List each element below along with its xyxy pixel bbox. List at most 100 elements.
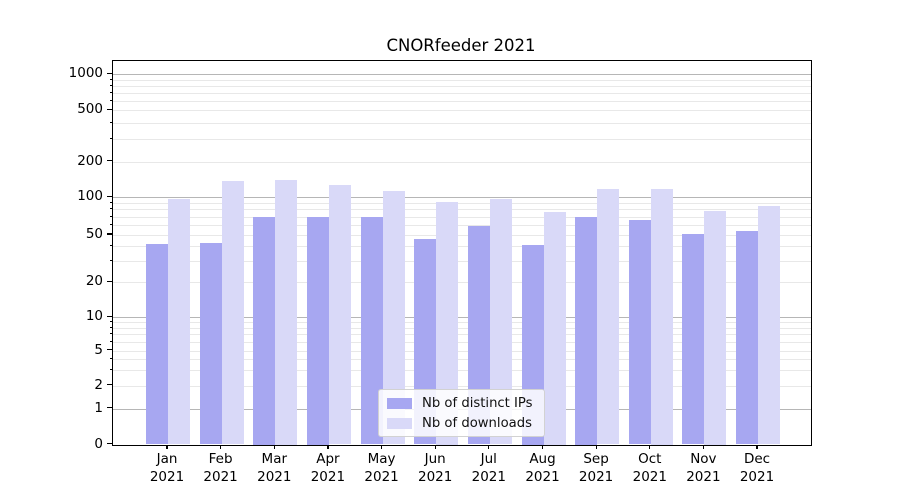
y-tick-mark bbox=[107, 233, 112, 235]
y-minor-tick-mark bbox=[109, 121, 112, 123]
y-tick-label: 5 bbox=[94, 341, 103, 358]
y-tick-label: 100 bbox=[77, 188, 103, 204]
bar-distinct-ips-nov bbox=[682, 233, 705, 445]
x-tick-label: Nov 2021 bbox=[686, 451, 721, 485]
y-tick-label: 2 bbox=[94, 376, 103, 393]
bar-distinct-ips-oct bbox=[628, 219, 651, 445]
bar-distinct-ips-dec bbox=[736, 230, 758, 445]
gridline-minor bbox=[113, 85, 811, 87]
x-tick-label: Aug 2021 bbox=[525, 451, 560, 485]
y-tick-label: 20 bbox=[85, 273, 103, 289]
plot-area bbox=[112, 60, 812, 446]
gridline-minor bbox=[113, 341, 811, 343]
x-tick-label: Apr 2021 bbox=[310, 451, 346, 485]
bar-downloads-jul bbox=[489, 199, 512, 445]
legend-swatch-distinct-ips bbox=[387, 397, 412, 409]
x-tick-label: May 2021 bbox=[364, 451, 399, 485]
gridline-minor bbox=[113, 122, 811, 124]
bar-distinct-ips-sep bbox=[575, 216, 598, 445]
gridline-minor bbox=[113, 261, 811, 263]
gridline-minor bbox=[113, 246, 811, 248]
gridline-minor bbox=[113, 110, 811, 112]
gridline-minor bbox=[113, 216, 811, 218]
y-tick-mark bbox=[107, 407, 112, 409]
gridline-minor bbox=[113, 224, 811, 226]
y-minor-tick-mark bbox=[109, 208, 112, 210]
y-minor-tick-mark bbox=[109, 358, 112, 359]
y-minor-tick-mark bbox=[109, 138, 112, 139]
gridline-minor bbox=[113, 385, 811, 387]
x-tick-label: Sep 2021 bbox=[578, 451, 614, 485]
bar-downloads-feb bbox=[221, 181, 244, 445]
bar-distinct-ips-may bbox=[360, 217, 383, 445]
x-tick-label: Jan 2021 bbox=[149, 451, 185, 485]
gridline-minor bbox=[113, 370, 811, 371]
gridline-minor bbox=[113, 209, 811, 211]
gridline-minor bbox=[113, 100, 811, 102]
legend: Nb of distinct IPs Nb of downloads bbox=[378, 389, 545, 437]
chart-title: CNORfeeder 2021 bbox=[386, 36, 536, 55]
bar-downloads-apr bbox=[328, 185, 351, 445]
y-minor-tick-mark bbox=[109, 260, 112, 262]
y-tick-mark bbox=[107, 315, 112, 317]
y-minor-tick-mark bbox=[109, 99, 112, 101]
gridline-minor bbox=[113, 282, 811, 283]
y-axis: 0 1 2 5 10 20 50 100 200 500 1000 bbox=[0, 0, 103, 500]
legend-row: Nb of downloads bbox=[379, 416, 544, 431]
gridline-minor bbox=[113, 327, 811, 329]
gridline-minor bbox=[113, 139, 811, 140]
x-tick-label: Jul 2021 bbox=[471, 451, 506, 485]
gridline-minor bbox=[113, 234, 811, 236]
bar-downloads-mar bbox=[275, 179, 298, 445]
bar-downloads-nov bbox=[704, 210, 727, 445]
y-tick-mark bbox=[107, 384, 112, 386]
legend-swatch-downloads bbox=[387, 417, 412, 429]
y-minor-tick-mark bbox=[109, 84, 112, 86]
bar-downloads-aug bbox=[543, 212, 566, 445]
y-tick-mark bbox=[107, 280, 112, 282]
y-minor-tick-mark bbox=[109, 215, 112, 217]
y-tick-mark bbox=[107, 195, 112, 197]
y-tick-mark bbox=[107, 160, 112, 162]
y-tick-label: 10 bbox=[85, 308, 103, 324]
x-tick-label: Feb 2021 bbox=[203, 451, 238, 485]
y-minor-tick-mark bbox=[109, 223, 112, 225]
bar-distinct-ips-mar bbox=[253, 216, 276, 445]
y-tick-label: 500 bbox=[77, 101, 103, 118]
gridline-minor bbox=[113, 202, 811, 204]
x-tick-label: Mar 2021 bbox=[257, 451, 292, 485]
x-tick-label: Dec 2021 bbox=[739, 451, 775, 485]
y-tick-label: 0 bbox=[94, 435, 103, 452]
y-minor-tick-mark bbox=[109, 321, 112, 323]
x-tick-label: Oct 2021 bbox=[632, 451, 667, 485]
y-minor-tick-mark bbox=[109, 369, 112, 370]
bar-downloads-oct bbox=[650, 189, 673, 445]
y-minor-tick-mark bbox=[109, 91, 112, 93]
y-minor-tick-mark bbox=[109, 78, 112, 80]
y-tick-mark bbox=[107, 349, 112, 351]
gridline-minor bbox=[113, 161, 811, 163]
y-minor-tick-mark bbox=[109, 333, 112, 335]
y-minor-tick-mark bbox=[109, 201, 112, 203]
gridline-major bbox=[113, 317, 811, 318]
x-tick-label: Jun 2021 bbox=[418, 451, 453, 485]
y-tick-label: 200 bbox=[77, 152, 103, 169]
gridline-minor bbox=[113, 350, 811, 352]
gridline-minor bbox=[113, 79, 811, 81]
gridline-minor bbox=[113, 322, 811, 324]
y-minor-tick-mark bbox=[109, 245, 112, 247]
y-tick-label: 50 bbox=[85, 225, 103, 242]
legend-label: Nb of distinct IPs bbox=[422, 395, 533, 411]
bar-distinct-ips-apr bbox=[306, 216, 329, 445]
y-tick-mark bbox=[107, 443, 112, 445]
bar-downloads-may bbox=[382, 191, 405, 445]
gridline-minor bbox=[113, 334, 811, 336]
legend-row: Nb of distinct IPs bbox=[379, 396, 544, 411]
gridline-major bbox=[113, 197, 811, 198]
legend-label: Nb of downloads bbox=[422, 415, 532, 431]
y-tick-label: 1000 bbox=[68, 65, 103, 81]
y-tick-label: 1 bbox=[94, 399, 103, 416]
bar-downloads-dec bbox=[758, 205, 780, 445]
bar-distinct-ips-jan bbox=[146, 243, 168, 445]
